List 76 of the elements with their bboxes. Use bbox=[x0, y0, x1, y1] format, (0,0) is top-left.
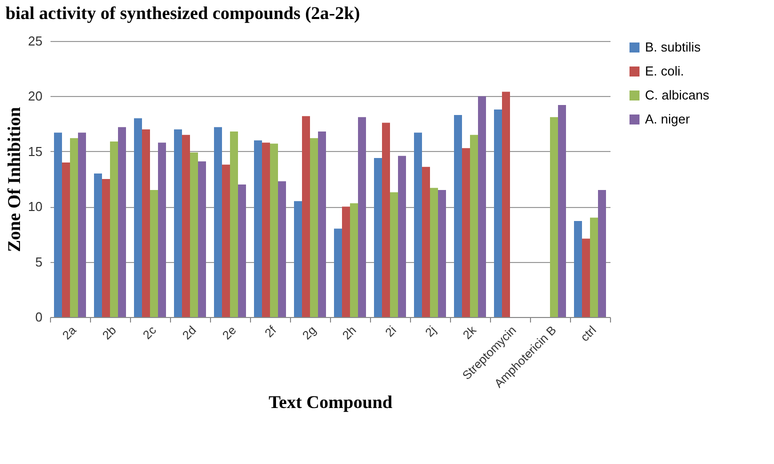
bar bbox=[438, 190, 446, 317]
bar bbox=[430, 188, 438, 317]
bar bbox=[574, 220, 582, 317]
bar bbox=[78, 132, 86, 317]
bar bbox=[174, 129, 182, 317]
y-tick-label: 25 bbox=[28, 34, 42, 48]
bar bbox=[422, 166, 430, 317]
bar bbox=[62, 162, 70, 317]
bar bbox=[70, 138, 78, 317]
bar bbox=[102, 179, 110, 317]
bar bbox=[342, 206, 350, 317]
y-axis-title: Zone Of Inhibition bbox=[4, 106, 24, 252]
x-tick-label: 2e bbox=[220, 322, 240, 342]
bar bbox=[470, 134, 478, 317]
bar bbox=[310, 138, 318, 317]
x-tick-label: 2a bbox=[60, 322, 80, 342]
bar bbox=[494, 109, 502, 317]
bar bbox=[134, 118, 142, 317]
x-tick-label: ctrl bbox=[578, 323, 599, 344]
y-tick-label: 10 bbox=[28, 199, 42, 214]
bar bbox=[398, 156, 406, 317]
x-tick-label: 2g bbox=[300, 323, 319, 342]
bar bbox=[118, 127, 126, 317]
bar bbox=[414, 132, 422, 317]
bar bbox=[54, 132, 62, 317]
bar bbox=[502, 92, 510, 317]
legend-label: A. niger bbox=[645, 112, 690, 126]
x-tick-label: 2d bbox=[180, 323, 199, 342]
bar bbox=[278, 181, 286, 317]
y-tick-label: 0 bbox=[35, 310, 42, 324]
bar bbox=[294, 201, 302, 317]
x-tick-label: 2j bbox=[422, 323, 439, 340]
y-tick-label: 15 bbox=[28, 144, 42, 159]
chart-title: bial activity of synthesized compounds (2a-2k) bbox=[6, 3, 360, 23]
x-axis-title: Text Compound bbox=[268, 392, 392, 412]
bar bbox=[550, 117, 558, 317]
bar bbox=[454, 114, 462, 317]
bar bbox=[318, 132, 326, 317]
x-tick-label: 2b bbox=[100, 322, 120, 342]
bar bbox=[238, 184, 246, 317]
bar bbox=[230, 132, 238, 317]
bar bbox=[94, 173, 102, 317]
bar bbox=[198, 161, 206, 317]
bar bbox=[382, 122, 390, 317]
bar bbox=[590, 218, 598, 317]
bar bbox=[158, 142, 166, 317]
bar bbox=[598, 190, 606, 317]
bar bbox=[390, 192, 398, 317]
bar bbox=[110, 141, 118, 317]
bar bbox=[214, 127, 222, 317]
bar bbox=[270, 144, 278, 317]
bar bbox=[478, 96, 486, 317]
bar bbox=[358, 117, 366, 317]
x-tick-label: 2i bbox=[382, 323, 399, 340]
legend-label: B. subtilis bbox=[645, 40, 702, 54]
bar bbox=[142, 129, 150, 317]
x-tick-label: 2f bbox=[262, 322, 280, 340]
bar bbox=[582, 238, 590, 317]
bar bbox=[262, 142, 270, 317]
bar bbox=[558, 105, 566, 317]
legend-label: E. coli. bbox=[645, 64, 684, 78]
legend-label: C. albicans bbox=[645, 88, 710, 102]
bar bbox=[462, 148, 470, 317]
bar bbox=[150, 190, 158, 317]
bar bbox=[182, 134, 190, 317]
x-tick-label: 2c bbox=[140, 323, 159, 342]
x-tick-label: 2h bbox=[340, 323, 359, 342]
bar bbox=[334, 228, 342, 317]
bar bbox=[190, 152, 198, 317]
y-tick-label: 20 bbox=[28, 88, 42, 104]
bar bbox=[374, 158, 382, 317]
bar bbox=[254, 140, 262, 317]
bar bbox=[302, 116, 310, 317]
y-tick-label: 5 bbox=[35, 254, 42, 270]
bar bbox=[222, 164, 230, 317]
bar bbox=[350, 203, 358, 317]
